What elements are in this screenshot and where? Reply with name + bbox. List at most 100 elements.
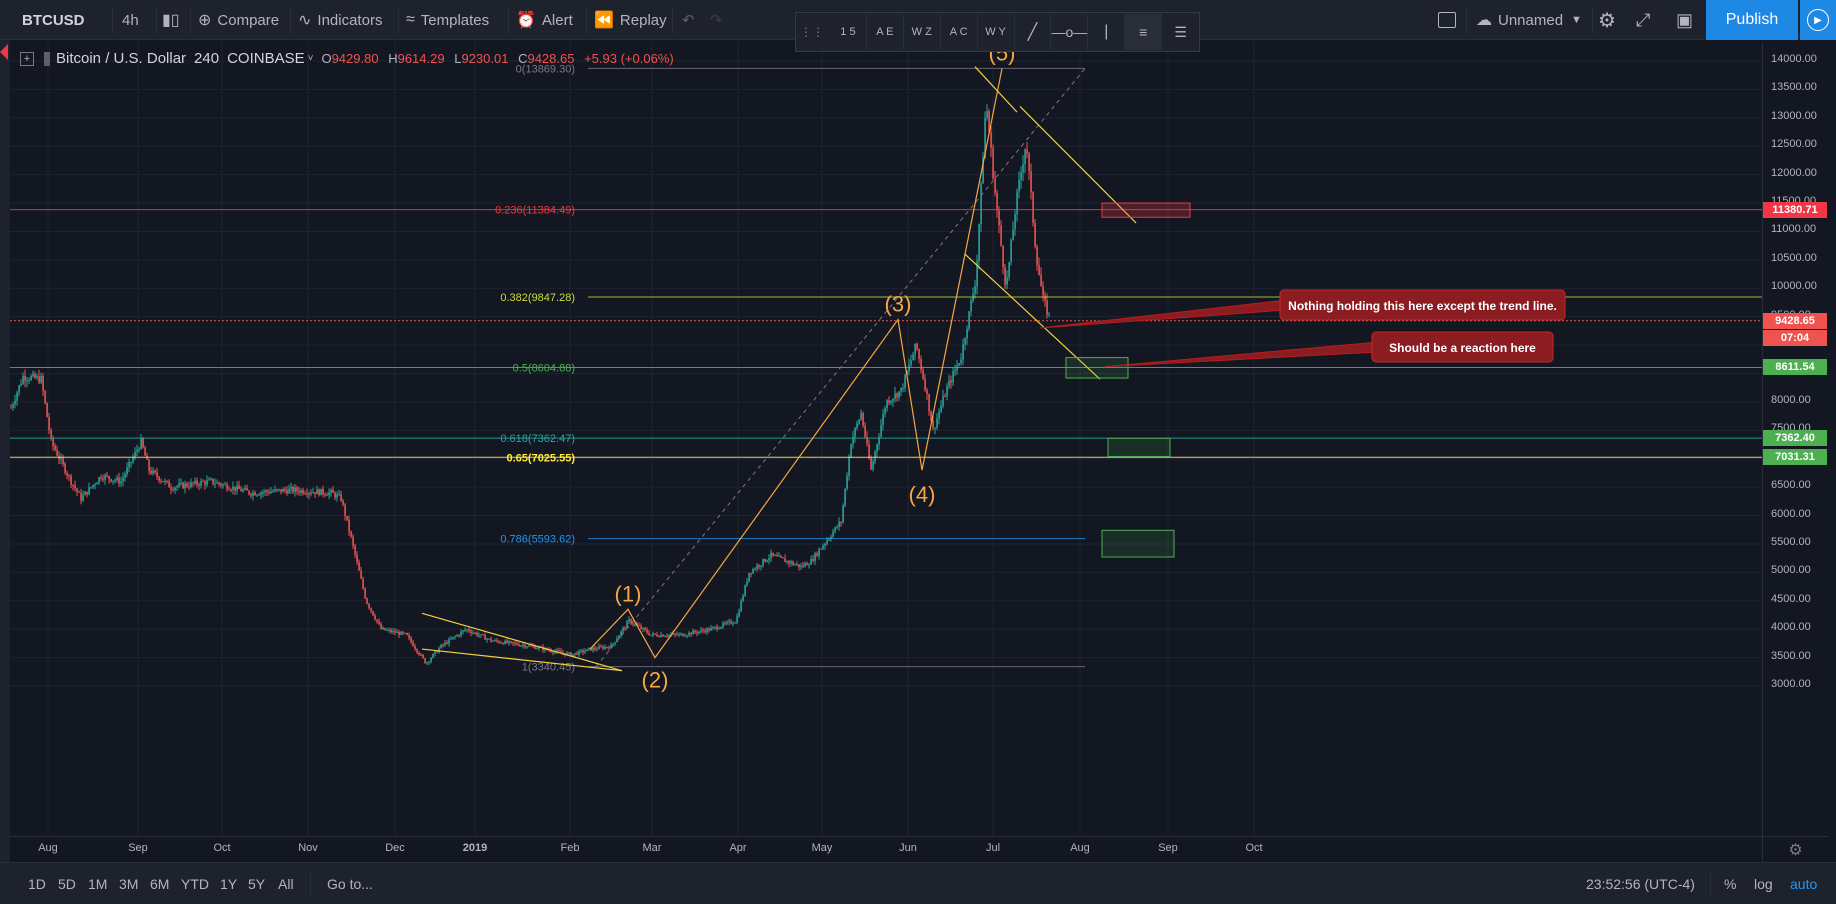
compare-label: Compare <box>217 11 280 29</box>
candle-body <box>204 481 206 485</box>
candle-body <box>902 387 904 389</box>
time-tick: 2019 <box>462 842 488 854</box>
more-tools[interactable]: ☰ <box>1162 14 1199 50</box>
range-5d[interactable]: 5D <box>58 863 76 904</box>
settings-button[interactable]: ⚙ <box>1598 0 1616 40</box>
elliott-triangle-tool[interactable]: W Z <box>904 14 941 50</box>
range-all[interactable]: All <box>278 863 294 904</box>
candle-body <box>566 652 568 656</box>
range-6m[interactable]: 6M <box>150 863 169 904</box>
alert-button[interactable]: ⏰ Alert <box>516 0 573 40</box>
fullscreen-button[interactable]: ⤢ <box>1636 0 1650 40</box>
candle-body <box>482 634 484 636</box>
legend-collapse-icon[interactable]: + <box>20 51 34 66</box>
range-5y[interactable]: 5Y <box>248 863 265 904</box>
indicators-button[interactable]: ∿ Indicators <box>298 0 382 40</box>
divider <box>672 6 673 34</box>
candle-body <box>628 619 630 622</box>
candle-body <box>968 311 970 329</box>
candle-body <box>688 632 690 636</box>
candle-body <box>222 484 224 486</box>
candle-body <box>280 489 282 493</box>
symbol-search[interactable]: BTCUSD <box>22 0 85 40</box>
candle-body <box>430 658 432 662</box>
interval-button[interactable]: 4h <box>122 0 139 40</box>
price-axis[interactable]: 14000.00 13500.00 13000.00 12500.00 12000.00… <box>1762 42 1828 836</box>
range-3m[interactable]: 3M <box>119 863 138 904</box>
goto-button[interactable]: Go to... <box>327 863 373 904</box>
undo-button[interactable]: ↶ <box>682 0 695 40</box>
publish-label: Publish <box>1725 11 1779 28</box>
candle-body <box>282 489 284 493</box>
templates-icon: ≈ <box>406 11 415 28</box>
candle-body <box>396 631 398 633</box>
legend-exchange[interactable]: COINBASE <box>227 50 305 67</box>
candle-body <box>230 489 232 491</box>
candle-body <box>362 578 364 589</box>
candle-body <box>892 398 894 401</box>
range-1m[interactable]: 1M <box>88 863 107 904</box>
candle-body <box>984 117 986 158</box>
candle-body <box>402 631 404 634</box>
candle-body <box>982 157 984 184</box>
fib-tool[interactable]: ≡ <box>1125 14 1163 50</box>
elliott-correction-tool[interactable]: A E <box>867 14 904 50</box>
chart-type-button[interactable]: ▮▯ <box>162 0 186 40</box>
replay-button[interactable]: ⏪ Replay <box>594 0 667 40</box>
candle-body <box>574 652 576 655</box>
candle-body <box>944 396 946 398</box>
price-chart[interactable]: 0(13869.30) 0.236(11384.49) 0.382(9847.28)… <box>10 42 1762 836</box>
candle-body <box>890 400 892 404</box>
trend-line <box>974 66 1018 113</box>
auto-toggle[interactable]: auto <box>1790 863 1817 904</box>
candle-body <box>466 629 468 631</box>
publish-menu-button[interactable]: ▶ <box>1800 0 1836 40</box>
candle-body <box>484 635 486 640</box>
candle-body <box>900 387 902 392</box>
candle-body <box>358 561 360 571</box>
redo-button[interactable]: ↷ <box>710 0 723 40</box>
range-1y[interactable]: 1Y <box>220 863 237 904</box>
time-axis[interactable]: Aug Sep Oct Nov Dec 2019 Feb Mar Apr May Jun Jul Aug… <box>10 836 1762 862</box>
range-ytd[interactable]: YTD <box>181 863 209 904</box>
candle-body <box>156 472 158 477</box>
publish-button[interactable]: Publish <box>1706 0 1798 40</box>
candle-body <box>432 653 434 659</box>
clock[interactable]: 23:52:56 (UTC-4) <box>1586 863 1695 904</box>
candle-body <box>248 490 250 494</box>
elliott-triple-combo-tool[interactable]: W Y <box>978 14 1015 50</box>
axis-settings-button[interactable]: ⚙ <box>1762 836 1828 862</box>
fullscreen-toggle[interactable] <box>1438 0 1456 40</box>
drag-handle-icon[interactable]: ⋮⋮ <box>800 25 824 39</box>
candle-body <box>994 178 996 194</box>
chart-grid <box>10 42 1762 836</box>
candle-body <box>354 545 356 555</box>
log-toggle[interactable]: log <box>1754 863 1773 904</box>
candle-body <box>44 390 46 403</box>
candle-body <box>352 536 354 546</box>
candle-body <box>376 619 378 622</box>
candle-body <box>920 358 922 370</box>
close-label: C <box>518 51 528 66</box>
range-1d[interactable]: 1D <box>28 863 46 904</box>
candle-body <box>206 480 208 485</box>
vertical-line-tool[interactable]: | <box>1088 14 1126 50</box>
elliott-double-combo-tool[interactable]: A C <box>941 14 978 50</box>
layout-menu[interactable]: ☁ Unnamed ▼ <box>1476 0 1582 40</box>
price-label-badge: 7362.40 <box>1763 430 1827 447</box>
percent-toggle[interactable]: % <box>1724 863 1736 904</box>
candle-body <box>212 478 214 484</box>
candle-body <box>532 645 534 647</box>
candle-body <box>450 638 452 640</box>
snapshot-button[interactable]: ▣ <box>1676 0 1693 40</box>
horizontal-line-tool[interactable]: —o— <box>1051 14 1089 50</box>
trend-line <box>421 612 623 672</box>
templates-button[interactable]: ≈ Templates <box>406 0 489 40</box>
compare-button[interactable]: ⊕ Compare <box>198 0 279 40</box>
candle-body <box>720 626 722 629</box>
trend-line-tool[interactable]: ╱ <box>1015 14 1052 50</box>
elliott-impulse-tool[interactable]: 1 5 <box>830 14 867 50</box>
auto-label: auto <box>1790 876 1818 892</box>
candle-body <box>172 489 174 491</box>
candle-body <box>60 458 62 460</box>
